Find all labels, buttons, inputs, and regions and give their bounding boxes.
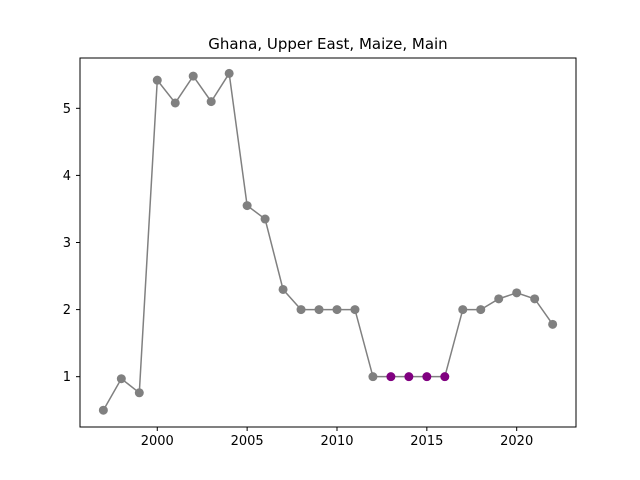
data-point	[170, 98, 180, 108]
highlighted-data-point	[422, 372, 432, 382]
x-tick-label: 2010	[320, 434, 353, 449]
data-point	[296, 305, 306, 315]
chart-title: Ghana, Upper East, Maize, Main	[208, 35, 447, 53]
y-tick-label: 2	[63, 303, 71, 318]
y-tick-label: 1	[63, 370, 71, 385]
data-point	[152, 75, 162, 85]
data-point	[242, 201, 252, 211]
x-tick-label: 2020	[500, 434, 533, 449]
x-tick-label: 2000	[141, 434, 174, 449]
x-tick-label: 2015	[410, 434, 443, 449]
data-point	[206, 97, 216, 107]
data-point	[476, 305, 486, 315]
x-tick-label: 2005	[231, 434, 264, 449]
data-point	[530, 294, 540, 304]
series-line	[102, 71, 554, 411]
data-point	[350, 305, 360, 315]
highlighted-data-point	[404, 372, 414, 382]
data-point	[458, 305, 468, 315]
data-point	[188, 71, 198, 81]
data-point	[98, 405, 108, 415]
data-point	[314, 305, 324, 315]
y-axis: 1 2 3 4 5	[63, 102, 80, 385]
data-point	[332, 305, 342, 315]
data-point	[260, 214, 270, 224]
x-axis: 2000 2005 2010 2015 2020	[141, 427, 533, 449]
data-point	[134, 388, 144, 398]
plot-frame	[79, 57, 577, 428]
data-point	[368, 372, 378, 382]
highlighted-data-point	[386, 372, 396, 382]
data-point	[512, 288, 522, 298]
y-tick-label: 5	[63, 102, 71, 117]
data-point	[116, 374, 126, 384]
data-point	[548, 319, 558, 329]
y-tick-label: 3	[63, 236, 71, 251]
plot-area	[98, 68, 558, 415]
y-tick-label: 4	[63, 169, 71, 184]
highlighted-data-point	[440, 372, 450, 382]
data-point	[494, 294, 504, 304]
data-point	[224, 68, 234, 78]
data-point	[278, 284, 288, 294]
